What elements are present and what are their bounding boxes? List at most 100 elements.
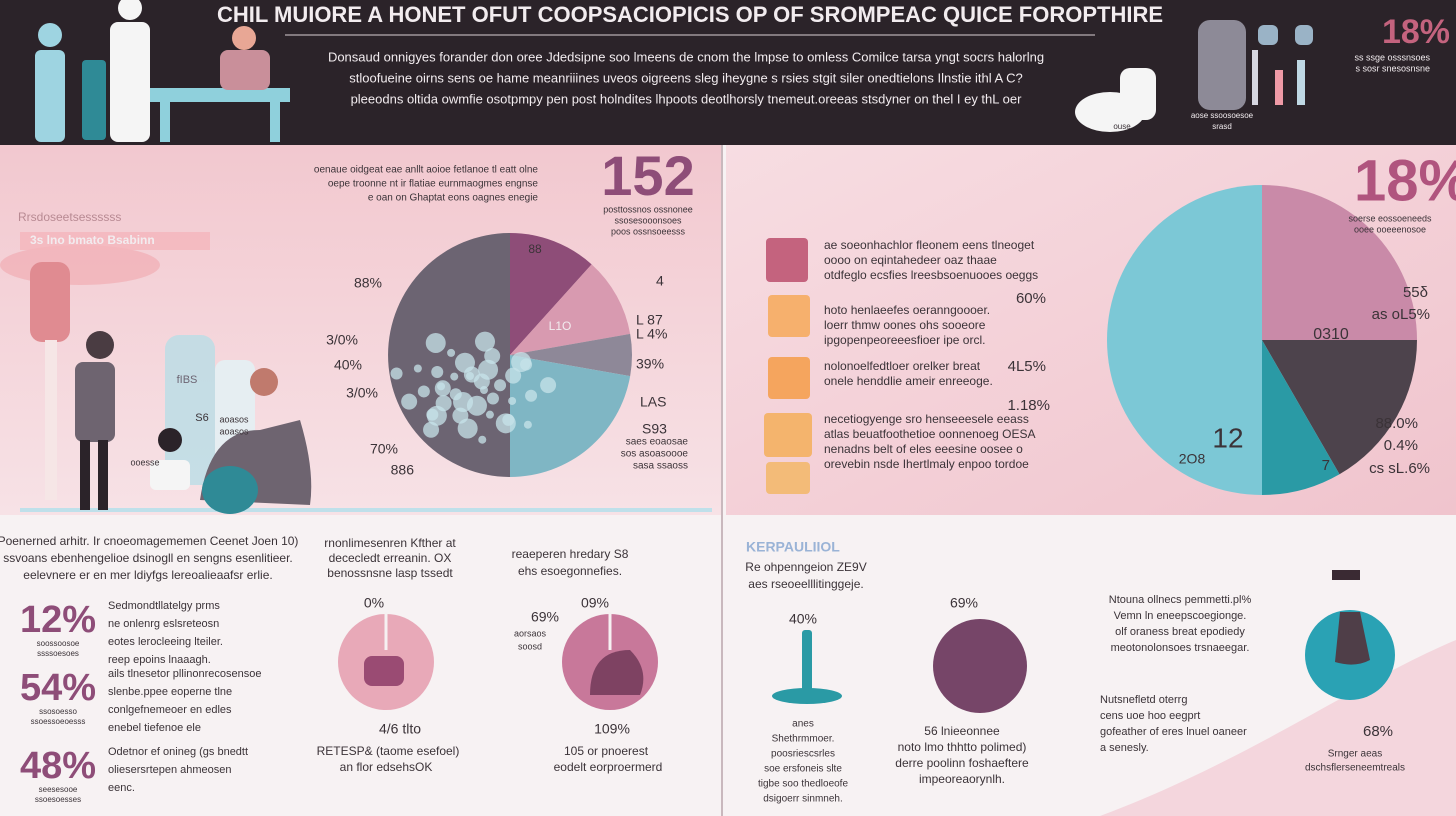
bubble <box>523 420 532 429</box>
pie-labels-left-0: 88% <box>354 275 382 291</box>
3-0: necetiogyenge sro henseeesele eeass <box>824 412 1029 426</box>
pie-right-labels-2: 88.0% <box>1375 415 1418 432</box>
pie-labels-left-3: 3/0% <box>346 385 378 401</box>
bubble <box>454 352 475 373</box>
text-0: ails tlnesetor pllinonrecosensoe <box>108 668 261 680</box>
col6-heading-3: meotonolonsoes trsnaeegar. <box>1111 642 1250 654</box>
figure-labels-4: ooesse <box>130 457 159 467</box>
col3-heading-1: ehs esoegonnefies. <box>518 564 622 578</box>
bubble <box>486 392 499 405</box>
figure-labels-3: aoasos <box>219 426 249 436</box>
col3-heading-0: reaeperen hredary S8 <box>512 547 629 561</box>
bubble <box>478 435 487 444</box>
text-0: Odetnor ef onineg (gs bnedtt <box>108 746 248 758</box>
bubble <box>540 377 557 394</box>
bottom-wave <box>1100 640 1456 816</box>
donut-captions-1: soosd <box>518 641 542 651</box>
pie-inner-0: 0310 <box>1313 326 1349 343</box>
legend-swatches <box>764 238 812 494</box>
pie-slice <box>510 233 592 355</box>
donut-captions-0: aorsaos <box>514 628 547 638</box>
col4-caption-4: tigbe soo thedloeofe <box>758 779 849 790</box>
col4-caption-1: Shethrmmoer. <box>772 734 835 745</box>
pie-left-labels-2: 1.18% <box>1007 397 1050 414</box>
bubble <box>425 332 446 353</box>
col6-text-2: gofeather of eres lnuel oaneer <box>1100 726 1247 738</box>
pie-left-labels-1: 4L5% <box>1008 358 1046 375</box>
stat-caption-0: ss ssge osssnsoes <box>1354 52 1430 62</box>
donut-bottom-4: 105 or pnoerest <box>564 744 649 758</box>
col5-bottom-3: impeoreaorynlh. <box>919 772 1005 786</box>
pie-inner-1: 12 <box>1212 422 1243 453</box>
pie-labels-left-5: 886 <box>391 462 415 478</box>
col6-heading-1: Vemn ln eneepscoegionge. <box>1114 610 1247 622</box>
bubble <box>453 392 474 413</box>
col4-text-0: Re ohpenngeion ZE9V <box>745 560 866 574</box>
pie-right-labels-4: cs sL.6% <box>1369 460 1430 477</box>
left-panel-big-number: 152 <box>601 144 694 207</box>
pie-right-labels-5: 7 <box>1322 457 1330 474</box>
big-caption-1: ssosesooonsoes <box>614 215 682 225</box>
pie-left-labels-0: 60% <box>1016 290 1046 307</box>
left-illustration <box>0 232 312 514</box>
stat-caption-1: s sosr snesosnsne <box>1355 63 1430 73</box>
2-1: onele henddlie ameir enreeoge. <box>824 374 993 388</box>
col2-heading-1: dececledt erreanin. OX <box>329 551 452 565</box>
bottom-col5-stat: 69% <box>950 595 978 611</box>
bubble <box>450 372 459 381</box>
donut-labels-2: 09% <box>581 595 609 611</box>
right-captions-1: sos asoasoooe <box>621 449 689 460</box>
pie-labels-right-3: 39% <box>636 356 664 372</box>
donut-bottom-0: 4/6 tlto <box>379 721 421 737</box>
left-panel-section-label: Rrsdoseetsessssss <box>18 210 121 224</box>
0-2: otdfeglo ecsfies lreesbsoenuooes oeggs <box>824 268 1038 282</box>
bubble <box>426 405 447 426</box>
col4-caption-2: poosriescsrles <box>771 749 835 760</box>
bubble <box>508 396 517 405</box>
pie-labels-right-4: LAS <box>640 394 666 410</box>
donut-bottom-3: 109% <box>594 721 630 737</box>
caption-0: seesesooe <box>39 785 78 794</box>
description-0: Donsaud onnigyes forander don oree Jdeds… <box>328 49 1044 64</box>
figure-labels-1: S6 <box>195 412 208 424</box>
donut-bottom-1: RETESP& (taome esefoel) <box>317 744 460 758</box>
2-0: nolonoelfedtloer orelker breat <box>824 359 981 373</box>
2-value: 48% <box>20 745 96 787</box>
donut-bottom-2: an flor edsehsOK <box>340 760 433 774</box>
figure-captions-0: ouse <box>1113 122 1131 131</box>
col6-heading-2: olf oraness breat epodiedy <box>1115 626 1245 638</box>
pie-right-labels-0: 55δ <box>1403 284 1428 301</box>
intro-0: oenaue oidgeat eae anllt aoioe fetlanoe … <box>314 165 539 176</box>
bubble <box>390 367 403 380</box>
caption-1: ssoessoeoesss <box>31 717 86 726</box>
1-2: ipgopenpeoreeesfioer ipe orcl. <box>824 333 985 347</box>
pie-slice <box>1107 185 1262 495</box>
donut-labels-1: 69% <box>531 609 559 625</box>
donut-labels-0: 0% <box>364 595 384 611</box>
pie-inner-0: 88 <box>528 242 542 256</box>
0-1: oooo on eqintahedeer oaz thaae <box>824 253 997 267</box>
pie-labels-right-5: S93 <box>642 421 667 437</box>
col2-heading-0: rnonlimesenren Kfther at <box>324 536 456 550</box>
pie-inner-1: L1O <box>549 319 572 333</box>
bubble <box>431 366 444 379</box>
bubble <box>423 421 440 438</box>
text-2: eenc. <box>108 782 135 794</box>
figure-captions-2: srasd <box>1212 122 1232 131</box>
bubble <box>478 359 499 380</box>
pie-slice <box>1262 340 1417 475</box>
col6-text-3: a senesly. <box>1100 742 1149 754</box>
text-1: oliesersrtepen ahmeosen <box>108 764 232 776</box>
0-0: ae soeonhachlor fleonem eens tlneoget <box>824 238 1035 252</box>
pie-slice <box>1262 185 1417 340</box>
col1-heading-0: Poenerned arhitr. Ir cnoeomagememen Ceen… <box>0 534 298 548</box>
col5-bottom-2: derre poolinn foshaeftere <box>895 756 1029 770</box>
col4-caption-5: dsigoerr sinmneh. <box>763 794 842 805</box>
pie-labels-left-2: 40% <box>334 357 362 373</box>
0-value: 12% <box>20 599 96 641</box>
description-2: pleeodns oltida owmfie osotpmpy pen post… <box>351 91 1023 106</box>
bubble <box>494 379 507 392</box>
pie-labels-right-2: L 4% <box>636 326 667 342</box>
